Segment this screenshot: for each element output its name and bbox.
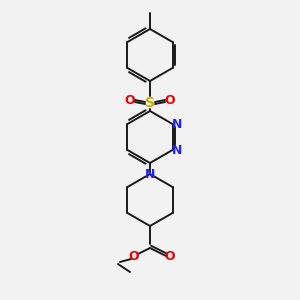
Text: S: S [145, 96, 155, 110]
Text: O: O [165, 94, 175, 106]
Text: O: O [129, 250, 139, 262]
Text: O: O [125, 94, 135, 106]
Text: N: N [145, 167, 155, 181]
Text: N: N [172, 118, 183, 130]
Text: N: N [172, 143, 183, 157]
Text: O: O [165, 250, 175, 262]
